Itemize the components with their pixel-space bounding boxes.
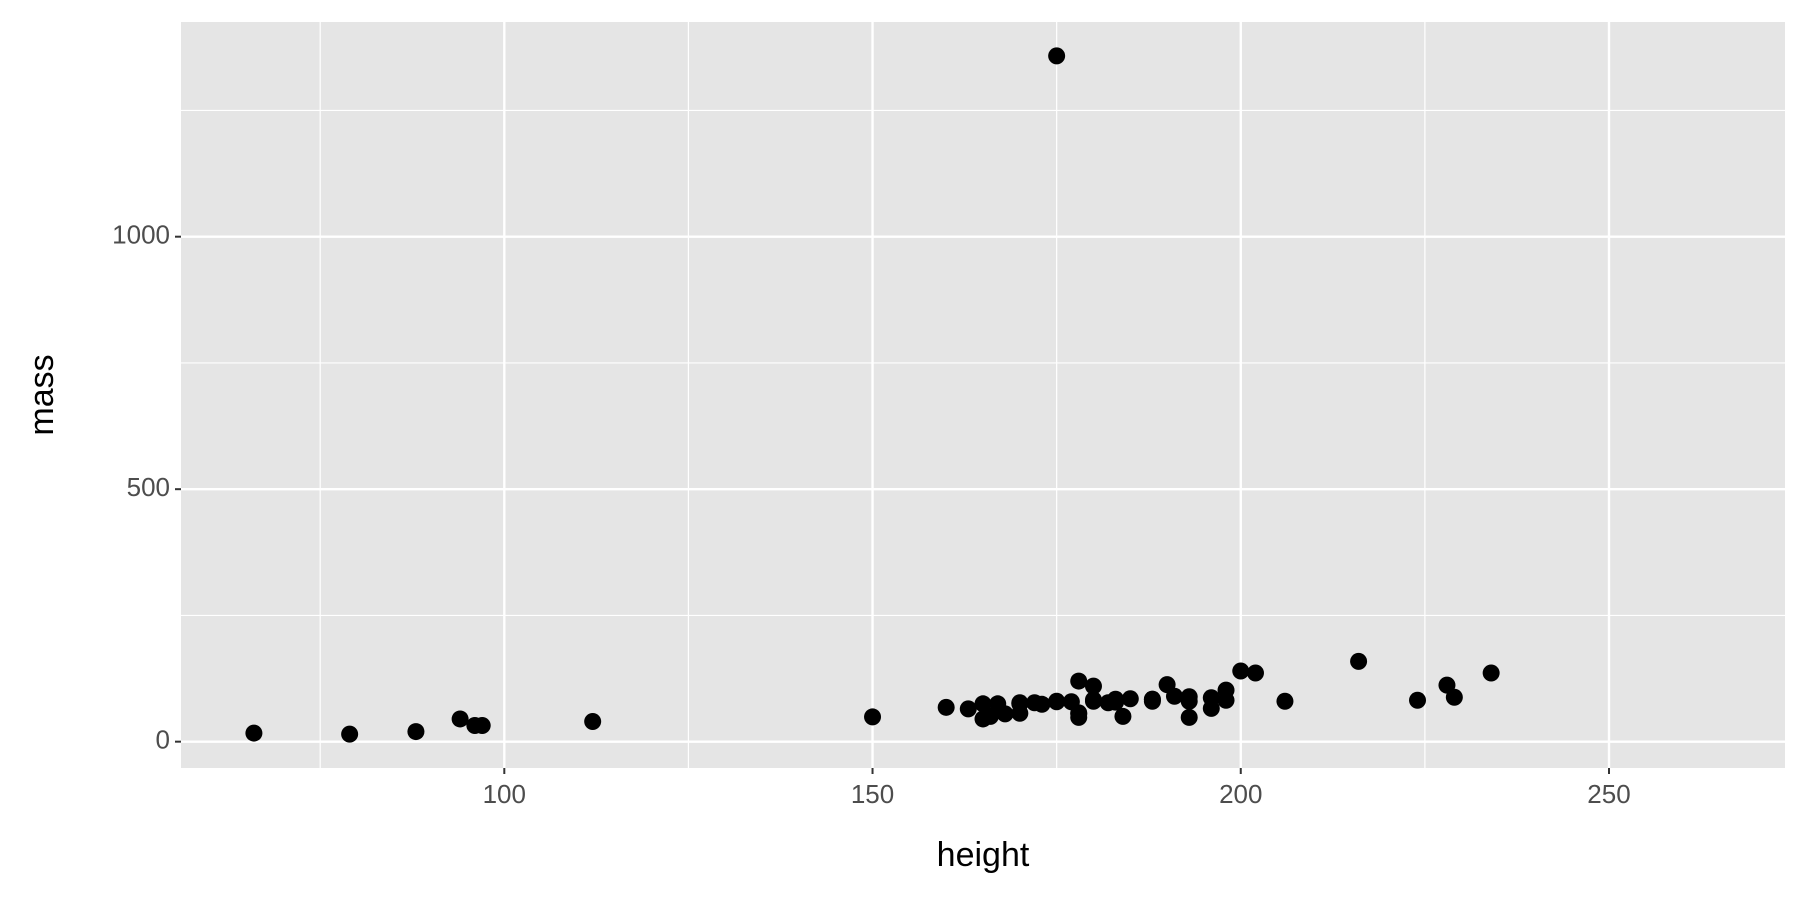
point xyxy=(1202,699,1220,717)
point xyxy=(1048,692,1066,710)
point xyxy=(1276,692,1294,710)
point xyxy=(1165,687,1183,705)
point xyxy=(341,725,359,743)
point xyxy=(959,700,977,718)
point xyxy=(1048,47,1066,65)
y-tick-label: 0 xyxy=(156,725,170,755)
point xyxy=(1445,688,1463,706)
point xyxy=(1084,677,1102,695)
point xyxy=(1350,652,1368,670)
point xyxy=(1033,695,1051,713)
point xyxy=(996,705,1014,723)
point xyxy=(1180,708,1198,726)
y-axis-title: mass xyxy=(23,354,61,435)
point xyxy=(1070,708,1088,726)
point xyxy=(1107,692,1125,710)
point xyxy=(1070,672,1088,690)
x-tick-label: 250 xyxy=(1587,779,1630,809)
point xyxy=(1482,664,1500,682)
y-tick-label: 500 xyxy=(127,472,170,502)
point xyxy=(473,717,491,735)
point xyxy=(1246,664,1264,682)
point xyxy=(1011,704,1029,722)
point xyxy=(974,695,992,713)
point xyxy=(1409,691,1427,709)
x-tick-label: 100 xyxy=(483,779,526,809)
point xyxy=(1232,662,1250,680)
point xyxy=(1143,692,1161,710)
point xyxy=(864,708,882,726)
y-tick-label: 1000 xyxy=(112,220,170,250)
point xyxy=(1084,691,1102,709)
x-axis-title: height xyxy=(937,836,1030,874)
point xyxy=(1180,692,1198,710)
x-tick-label: 150 xyxy=(851,779,894,809)
point xyxy=(584,712,602,730)
point xyxy=(981,707,999,725)
point xyxy=(451,710,469,728)
point xyxy=(245,724,263,742)
point xyxy=(407,723,425,741)
point xyxy=(1121,690,1139,708)
point xyxy=(1114,707,1132,725)
panel xyxy=(181,22,1785,768)
point xyxy=(937,698,955,716)
point xyxy=(1217,681,1235,699)
x-tick-label: 200 xyxy=(1219,779,1262,809)
